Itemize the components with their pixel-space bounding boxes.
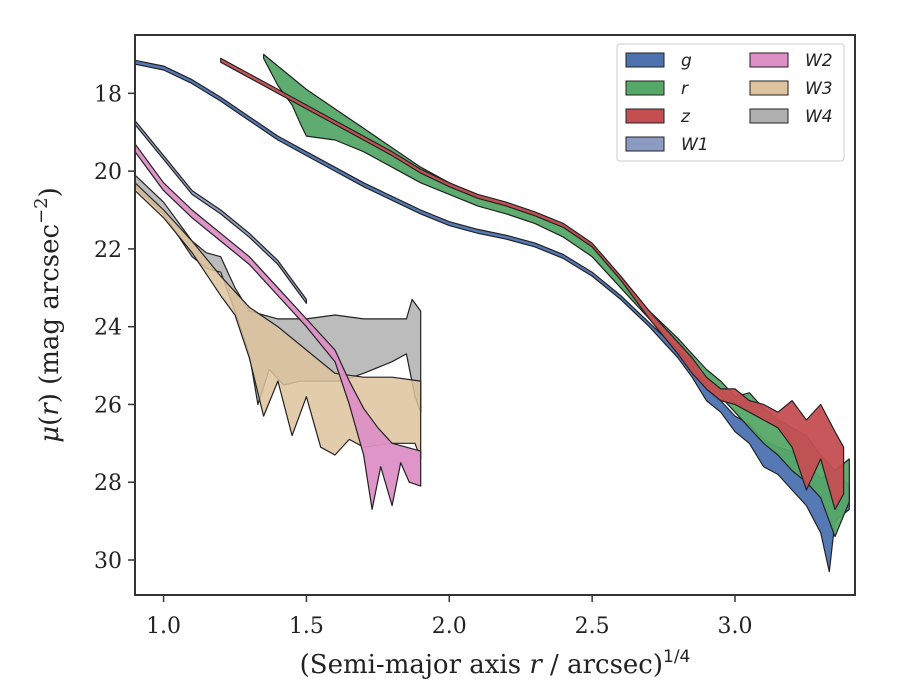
legend-item-w4: W4 bbox=[749, 107, 833, 127]
y-tick-label: 24 bbox=[94, 316, 122, 341]
legend-label: g bbox=[681, 51, 692, 71]
area-w1 bbox=[135, 120, 307, 304]
legend-item-w1: W1 bbox=[625, 135, 709, 155]
y-tick-label: 26 bbox=[94, 393, 122, 418]
plot-frame bbox=[134, 34, 856, 596]
x-tick-label: 1.0 bbox=[146, 614, 181, 639]
legend-swatch bbox=[625, 80, 665, 96]
x-tick-label: 2.0 bbox=[432, 614, 467, 639]
area-z bbox=[220, 57, 845, 510]
y-axis-label: μ(r) (mag arcsec−2) bbox=[31, 187, 65, 443]
x-tick-label: 2.5 bbox=[575, 614, 610, 639]
legend-swatch bbox=[749, 80, 789, 96]
y-axis: 18 20 22 24 26 28 30 bbox=[94, 82, 135, 574]
legend-label: z bbox=[680, 107, 691, 127]
y-tick-label: 20 bbox=[94, 160, 122, 185]
legend-swatch bbox=[625, 136, 665, 152]
legend-item-g: g bbox=[625, 51, 692, 71]
legend: grz W1 W2 W3 W4 bbox=[616, 43, 845, 162]
legend-item-w2: W2 bbox=[749, 51, 833, 71]
y-tick-label: 28 bbox=[94, 471, 122, 496]
plot-area bbox=[135, 53, 850, 573]
y-tick-label: 22 bbox=[94, 238, 122, 263]
x-tick-label: 3.0 bbox=[718, 614, 753, 639]
legend-label: W2 bbox=[805, 51, 833, 71]
legend-item-z: z bbox=[625, 107, 691, 127]
legend-swatch bbox=[625, 108, 665, 124]
area-w2 bbox=[135, 143, 422, 510]
legend-label: r bbox=[681, 79, 689, 99]
legend-item-r: r bbox=[625, 79, 689, 99]
legend-label: W4 bbox=[805, 107, 833, 127]
legend-label: W3 bbox=[805, 79, 833, 99]
legend-swatch bbox=[625, 52, 665, 68]
legend-swatch bbox=[749, 108, 789, 124]
legend-item-w3: W3 bbox=[749, 79, 833, 99]
x-tick-label: 1.5 bbox=[289, 614, 324, 639]
x-axis: 1.0 1.5 2.0 2.5 3.0 bbox=[146, 595, 753, 639]
y-tick-label: 30 bbox=[94, 549, 122, 574]
y-tick-label: 18 bbox=[94, 82, 122, 107]
legend-swatch bbox=[749, 52, 789, 68]
legend-label: W1 bbox=[681, 135, 709, 155]
legend-box bbox=[616, 43, 845, 162]
x-axis-label: (Semi-major axis r / arcsec)1/4 bbox=[300, 647, 691, 680]
